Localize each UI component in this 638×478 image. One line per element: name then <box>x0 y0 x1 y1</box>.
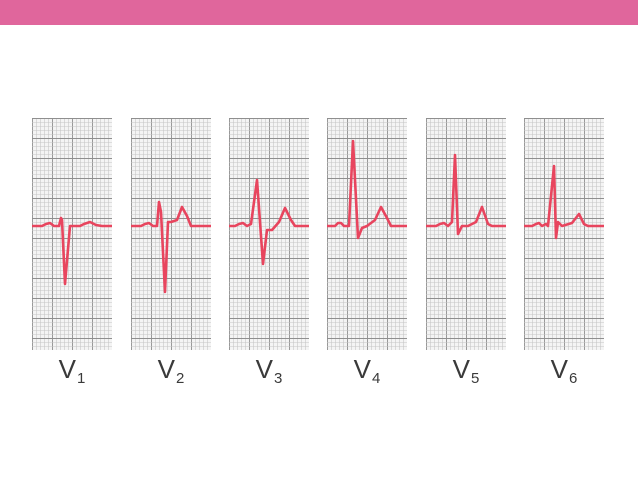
lead-v5-panel <box>426 118 506 350</box>
ecg-trace <box>32 216 112 286</box>
lead-letter: V <box>452 354 470 384</box>
lead-number: 2 <box>176 370 185 387</box>
ecg-trace <box>131 200 211 294</box>
lead-v1-panel <box>32 118 112 350</box>
ecg-grid <box>327 118 407 350</box>
lead-number: 6 <box>569 370 578 387</box>
grid-background <box>327 118 407 350</box>
lead-label-v6: V6 <box>524 356 604 386</box>
lead-v3-panel <box>229 118 309 350</box>
ecg-grid <box>426 118 506 350</box>
lead-v4-panel <box>327 118 407 350</box>
lead-label-v1: V1 <box>32 356 112 386</box>
lead-letter: V <box>157 354 175 384</box>
ecg-strip-v4 <box>327 118 407 350</box>
lead-letter: V <box>353 354 371 384</box>
lead-letter: V <box>550 354 568 384</box>
lead-number: 4 <box>372 370 381 387</box>
lead-label-v4: V4 <box>327 356 407 386</box>
grid-background <box>131 118 211 350</box>
lead-number: 5 <box>471 370 480 387</box>
ecg-strip-v5 <box>426 118 506 350</box>
grid-background <box>32 118 112 350</box>
ecg-trace <box>426 153 506 236</box>
ecg-strip-v6 <box>524 118 604 350</box>
ecg-strip-v2 <box>131 118 211 350</box>
lead-label-v3: V3 <box>229 356 309 386</box>
lead-v6-panel <box>524 118 604 350</box>
grid-background <box>229 118 309 350</box>
ecg-trace <box>524 164 604 240</box>
ecg-grid <box>229 118 309 350</box>
lead-number: 1 <box>77 370 86 387</box>
lead-letter: V <box>255 354 273 384</box>
lead-number: 3 <box>274 370 283 387</box>
ecg-grid <box>524 118 604 350</box>
lead-v2-panel <box>131 118 211 350</box>
lead-label-v2: V2 <box>131 356 211 386</box>
ecg-trace <box>327 139 407 240</box>
ecg-grid <box>131 118 211 350</box>
ecg-strip-v1 <box>32 118 112 350</box>
top-banner <box>0 0 638 25</box>
grid-background <box>426 118 506 350</box>
lead-letter: V <box>58 354 76 384</box>
lead-label-v5: V5 <box>426 356 506 386</box>
ecg-trace <box>229 178 309 266</box>
grid-background <box>524 118 604 350</box>
ecg-strip-v3 <box>229 118 309 350</box>
